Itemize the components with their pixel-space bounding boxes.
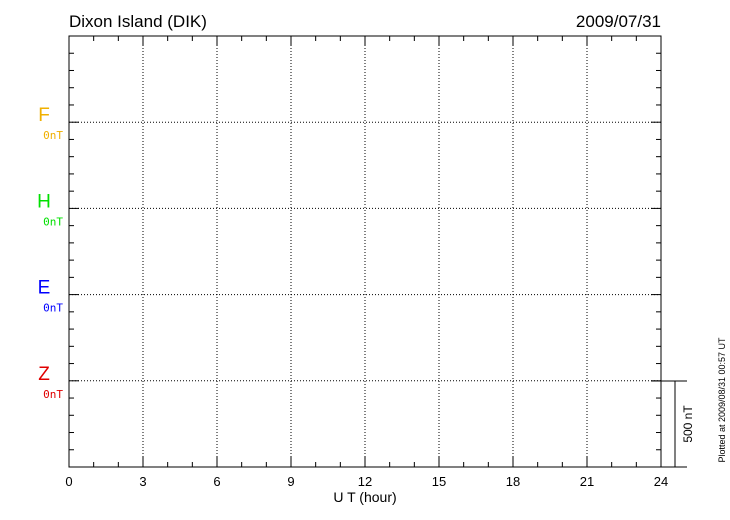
x-tick-label: 18 — [506, 474, 520, 489]
x-tick-label: 15 — [432, 474, 446, 489]
series-baseline-Z: 0nT — [43, 388, 63, 401]
series-name-F: F — [38, 105, 50, 126]
series-baseline-F: 0nT — [43, 129, 63, 142]
scale-bar — [651, 380, 687, 468]
series-labels: F 0nT H 0nT E 0nT Z 0nT — [37, 105, 63, 401]
series-baseline-E: 0nT — [43, 302, 63, 315]
x-tick-labels: 0 3 6 9 12 15 18 21 24 — [65, 474, 668, 489]
x-tick-label: 12 — [358, 474, 372, 489]
x-tick-label: 24 — [654, 474, 668, 489]
series-name-H: H — [37, 191, 51, 212]
x-tick-label: 0 — [65, 474, 72, 489]
x-tick-label: 6 — [213, 474, 220, 489]
x-tick-label: 9 — [287, 474, 294, 489]
x-tick-label: 21 — [580, 474, 594, 489]
x-axis-label: U T (hour) — [333, 489, 396, 505]
series-name-E: E — [38, 278, 51, 299]
series-name-Z: Z — [38, 364, 50, 385]
series-baseline-H: 0nT — [43, 215, 63, 228]
plotted-at-footer: Plotted at 2009/08/31 00:57 UT — [717, 337, 727, 463]
scale-bar-label: 500 nT — [681, 405, 695, 443]
chart-title: Dixon Island (DIK) — [69, 12, 207, 31]
x-tick-label: 3 — [139, 474, 146, 489]
grid — [69, 36, 661, 467]
plot-frame — [68, 35, 662, 468]
axis-ticks — [68, 35, 662, 468]
chart-date: 2009/07/31 — [576, 12, 661, 31]
